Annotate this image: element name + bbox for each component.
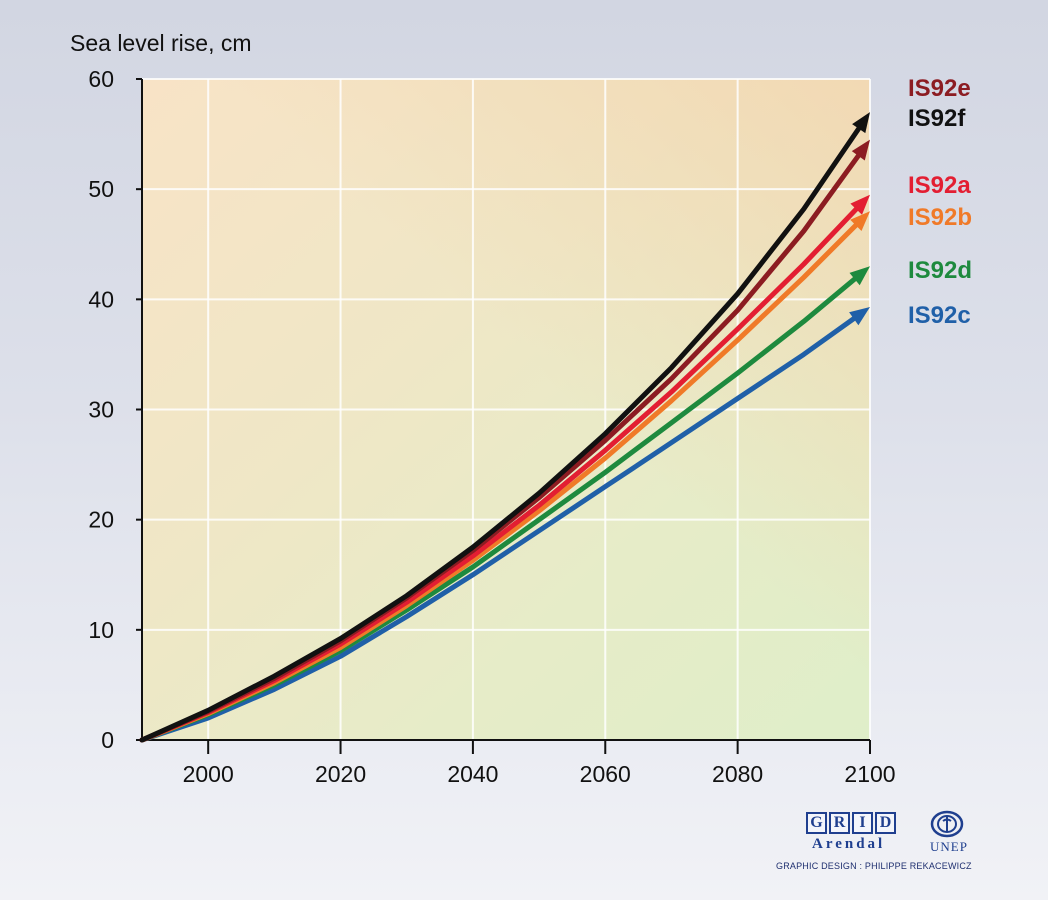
grid-letter: G bbox=[806, 812, 827, 834]
series-label: IS92a bbox=[908, 172, 971, 199]
y-tick-label: 0 bbox=[101, 727, 114, 753]
series-labels: IS92e IS92f IS92a IS92b IS92d IS92c bbox=[908, 75, 972, 329]
unep-wordmark: UNEP bbox=[930, 839, 968, 854]
series-arrowhead bbox=[851, 139, 870, 161]
series-label: IS92d bbox=[908, 257, 972, 284]
axes: 0 10 20 30 40 50 60 2000 2020 2040 2060 2080 2100 bbox=[88, 66, 895, 787]
series-label: IS92e bbox=[908, 75, 971, 102]
series-label: IS92c bbox=[908, 302, 971, 329]
grid-letter: I bbox=[852, 812, 873, 834]
y-axis-title: Sea level rise, cm bbox=[70, 30, 252, 56]
series-arrowhead bbox=[849, 307, 870, 326]
y-tick-label: 20 bbox=[88, 507, 114, 533]
unep-emblem-icon bbox=[930, 810, 964, 838]
y-tick-label: 40 bbox=[88, 286, 114, 312]
series-label: IS92f bbox=[908, 105, 966, 132]
x-tick-label: 2020 bbox=[315, 761, 366, 787]
x-tick-label: 2000 bbox=[183, 761, 234, 787]
x-tick-label: 2080 bbox=[712, 761, 763, 787]
series-arrowhead bbox=[850, 194, 870, 215]
series-label: IS92b bbox=[908, 204, 972, 231]
x-tick-label: 2040 bbox=[447, 761, 498, 787]
y-tick-label: 60 bbox=[88, 66, 114, 92]
series-arrowhead bbox=[849, 266, 870, 286]
series-arrowhead bbox=[852, 112, 870, 134]
x-tick-label: 2100 bbox=[844, 761, 895, 787]
series-line bbox=[139, 126, 862, 743]
design-credit: GRAPHIC DESIGN : PHILIPPE REKACEWICZ bbox=[776, 861, 972, 871]
series-line bbox=[139, 316, 857, 743]
series-arrowhead bbox=[850, 211, 870, 231]
grid-letter: R bbox=[829, 812, 850, 834]
series-lines bbox=[139, 112, 870, 743]
arendal-wordmark: Arendal bbox=[812, 836, 886, 852]
y-tick-label: 30 bbox=[88, 397, 114, 423]
y-tick-label: 10 bbox=[88, 617, 114, 643]
y-tick-label: 50 bbox=[88, 176, 114, 202]
x-tick-label: 2060 bbox=[580, 761, 631, 787]
grid-letter: D bbox=[875, 812, 896, 834]
